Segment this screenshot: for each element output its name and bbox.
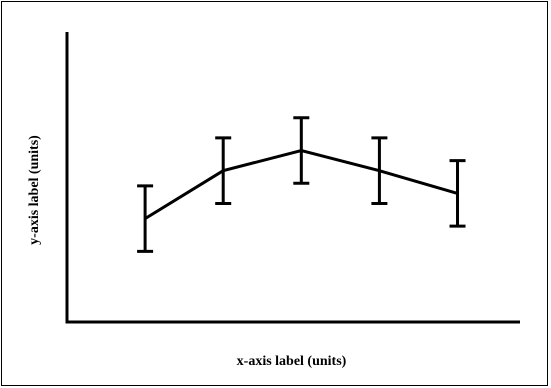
error-bar [293,116,310,185]
error-bar [449,159,466,228]
axes [65,32,520,324]
error-bar [215,136,232,205]
y-axis-label: y-axis label (units) [27,135,42,245]
error-bar [137,184,154,253]
x-axis-label: x-axis label (units) [237,354,347,369]
error-bars [137,116,466,253]
error-bar [371,136,388,205]
